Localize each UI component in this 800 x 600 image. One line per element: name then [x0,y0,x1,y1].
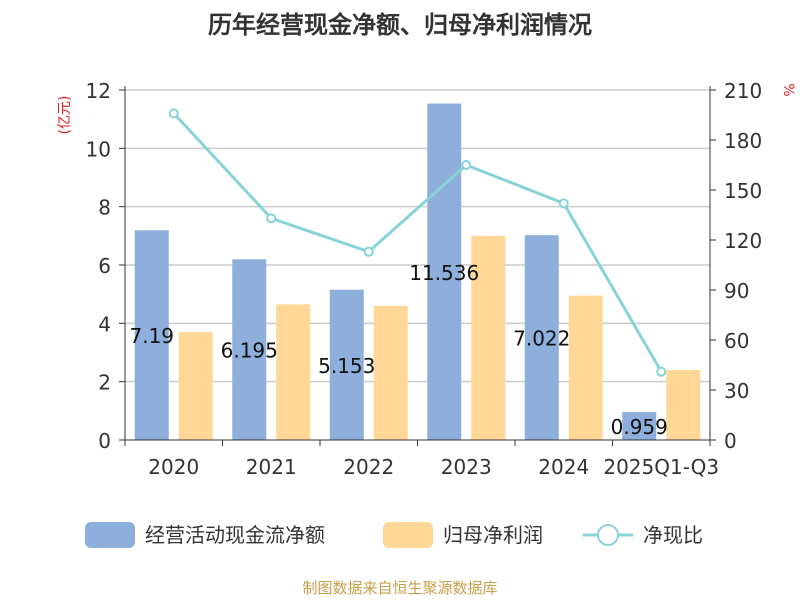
left-tick-label: 6 [98,254,111,278]
legend-swatch-cash-flow [85,522,135,548]
bar-net-profit [471,235,506,440]
ratio-point [363,246,374,257]
x-tick-label: 2021 [246,455,297,479]
bar-cash-flow [329,289,364,440]
legend-swatch-marker [597,524,619,546]
source-note: 制图数据来自恒生聚源数据库 [302,579,497,597]
bar-value-label: 0.959 [611,415,668,439]
ratio-line-path [172,112,663,373]
bar-net-profit [666,370,701,440]
right-tick-label: 180 [724,129,762,153]
ratio-point [558,198,569,209]
ratio-line [168,108,667,377]
x-tick-label: 2022 [343,455,394,479]
legend-label-cash-flow: 经营活动现金流净额 [145,523,325,547]
legend: 经营活动现金流净额 归母净利润 净现比 [85,522,703,548]
bar-cash-flow [427,103,462,441]
left-axis-unit: (亿元) [57,96,73,135]
bars [134,103,701,441]
ratio-point [266,213,277,224]
x-tick-label: 2023 [441,455,492,479]
right-tick-label: 210 [724,79,762,103]
right-tick-label: 120 [724,229,762,253]
x-tick-label: 2024 [538,455,589,479]
right-tick-label: 60 [724,329,749,353]
left-tick-label: 4 [98,312,111,336]
left-tick-label: 10 [86,137,111,161]
bar-value-label: 7.022 [513,327,570,351]
x-tick-label: 2020 [148,455,199,479]
bar-net-profit [276,304,311,440]
left-tick-label: 12 [86,79,111,103]
gridlines [125,89,710,383]
right-tick-label: 150 [724,179,762,203]
ratio-point [461,160,472,170]
ratio-point [168,108,179,119]
legend-label-net-profit: 归母净利润 [443,523,543,547]
right-tick-label: 30 [724,379,749,403]
bar-value-label: 7.19 [129,324,174,348]
bar-net-profit [373,305,408,440]
bar-net-profit [568,295,603,440]
bar-cash-flow [232,259,267,440]
ratio-point [656,366,667,377]
legend-swatch-net-profit [383,522,433,548]
bar-cash-flow [622,412,657,440]
legend-label-ratio: 净现比 [643,523,703,547]
right-tick-label: 90 [724,279,749,303]
right-axis-unit: % [780,83,796,96]
bar-net-profit [178,332,213,440]
bar-value-label: 6.195 [221,339,278,363]
bar-value-label: 11.536 [409,261,479,285]
chart-title: 历年经营现金净额、归母净利润情况 [208,11,592,39]
left-tick-label: 8 [98,196,111,220]
bar-value-label: 5.153 [318,354,375,378]
right-tick-label: 0 [724,429,737,453]
left-tick-label: 2 [98,371,111,395]
x-tick-label: 2025Q1-Q3 [603,455,719,479]
data-labels: 7.19 6.195 5.153 11.536 7.022 0.959 [129,261,667,439]
bar-cash-flow [134,230,169,440]
bar-cash-flow [524,235,559,440]
left-tick-label: 0 [98,429,111,453]
